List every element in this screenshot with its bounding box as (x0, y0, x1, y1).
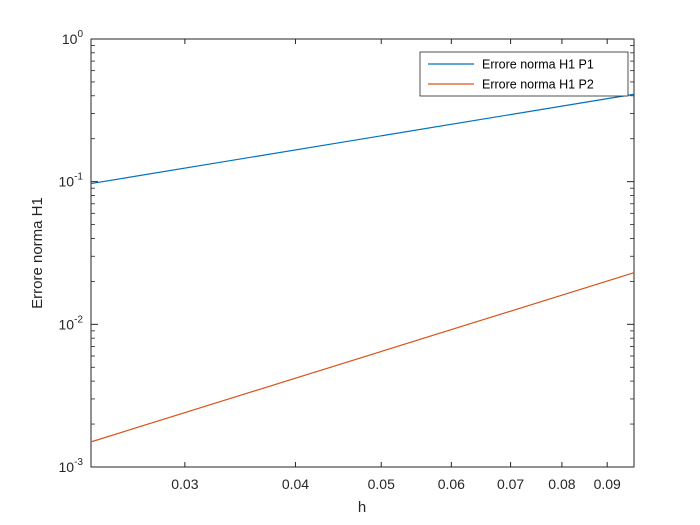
legend-label-p2: Errore norma H1 P2 (482, 78, 594, 92)
y-tick-label: 10-2 (59, 314, 84, 332)
x-tick-label: 0.08 (548, 476, 575, 492)
legend-label-p1: Errore norma H1 P1 (482, 58, 594, 72)
series-layer (90, 93, 635, 443)
y-tick-label: 10-1 (59, 172, 84, 190)
y-tick-label: 100 (62, 29, 84, 47)
series-line-1 (90, 93, 635, 185)
legend: Errore norma H1 P1 Errore norma H1 P2 (419, 51, 629, 97)
ticks-layer: 0.03 0.04 0.05 0.06 0.07 0.08 0.09 10-3 10-2 10-1… (59, 29, 634, 492)
legend-box (419, 51, 629, 97)
plot-area (90, 38, 635, 468)
y-tick-label: 10-3 (59, 457, 84, 475)
series-line-2 (90, 272, 635, 443)
x-tick-label: 0.05 (368, 476, 395, 492)
x-tick-label: 0.04 (282, 476, 309, 492)
x-axis-label: h (358, 499, 366, 516)
x-tick-label: 0.03 (171, 476, 198, 492)
x-tick-label: 0.09 (594, 476, 621, 492)
x-tick-label: 0.07 (497, 476, 524, 492)
x-tick-label: 0.06 (438, 476, 465, 492)
y-axis-label: Errore norma H1 (29, 197, 46, 309)
